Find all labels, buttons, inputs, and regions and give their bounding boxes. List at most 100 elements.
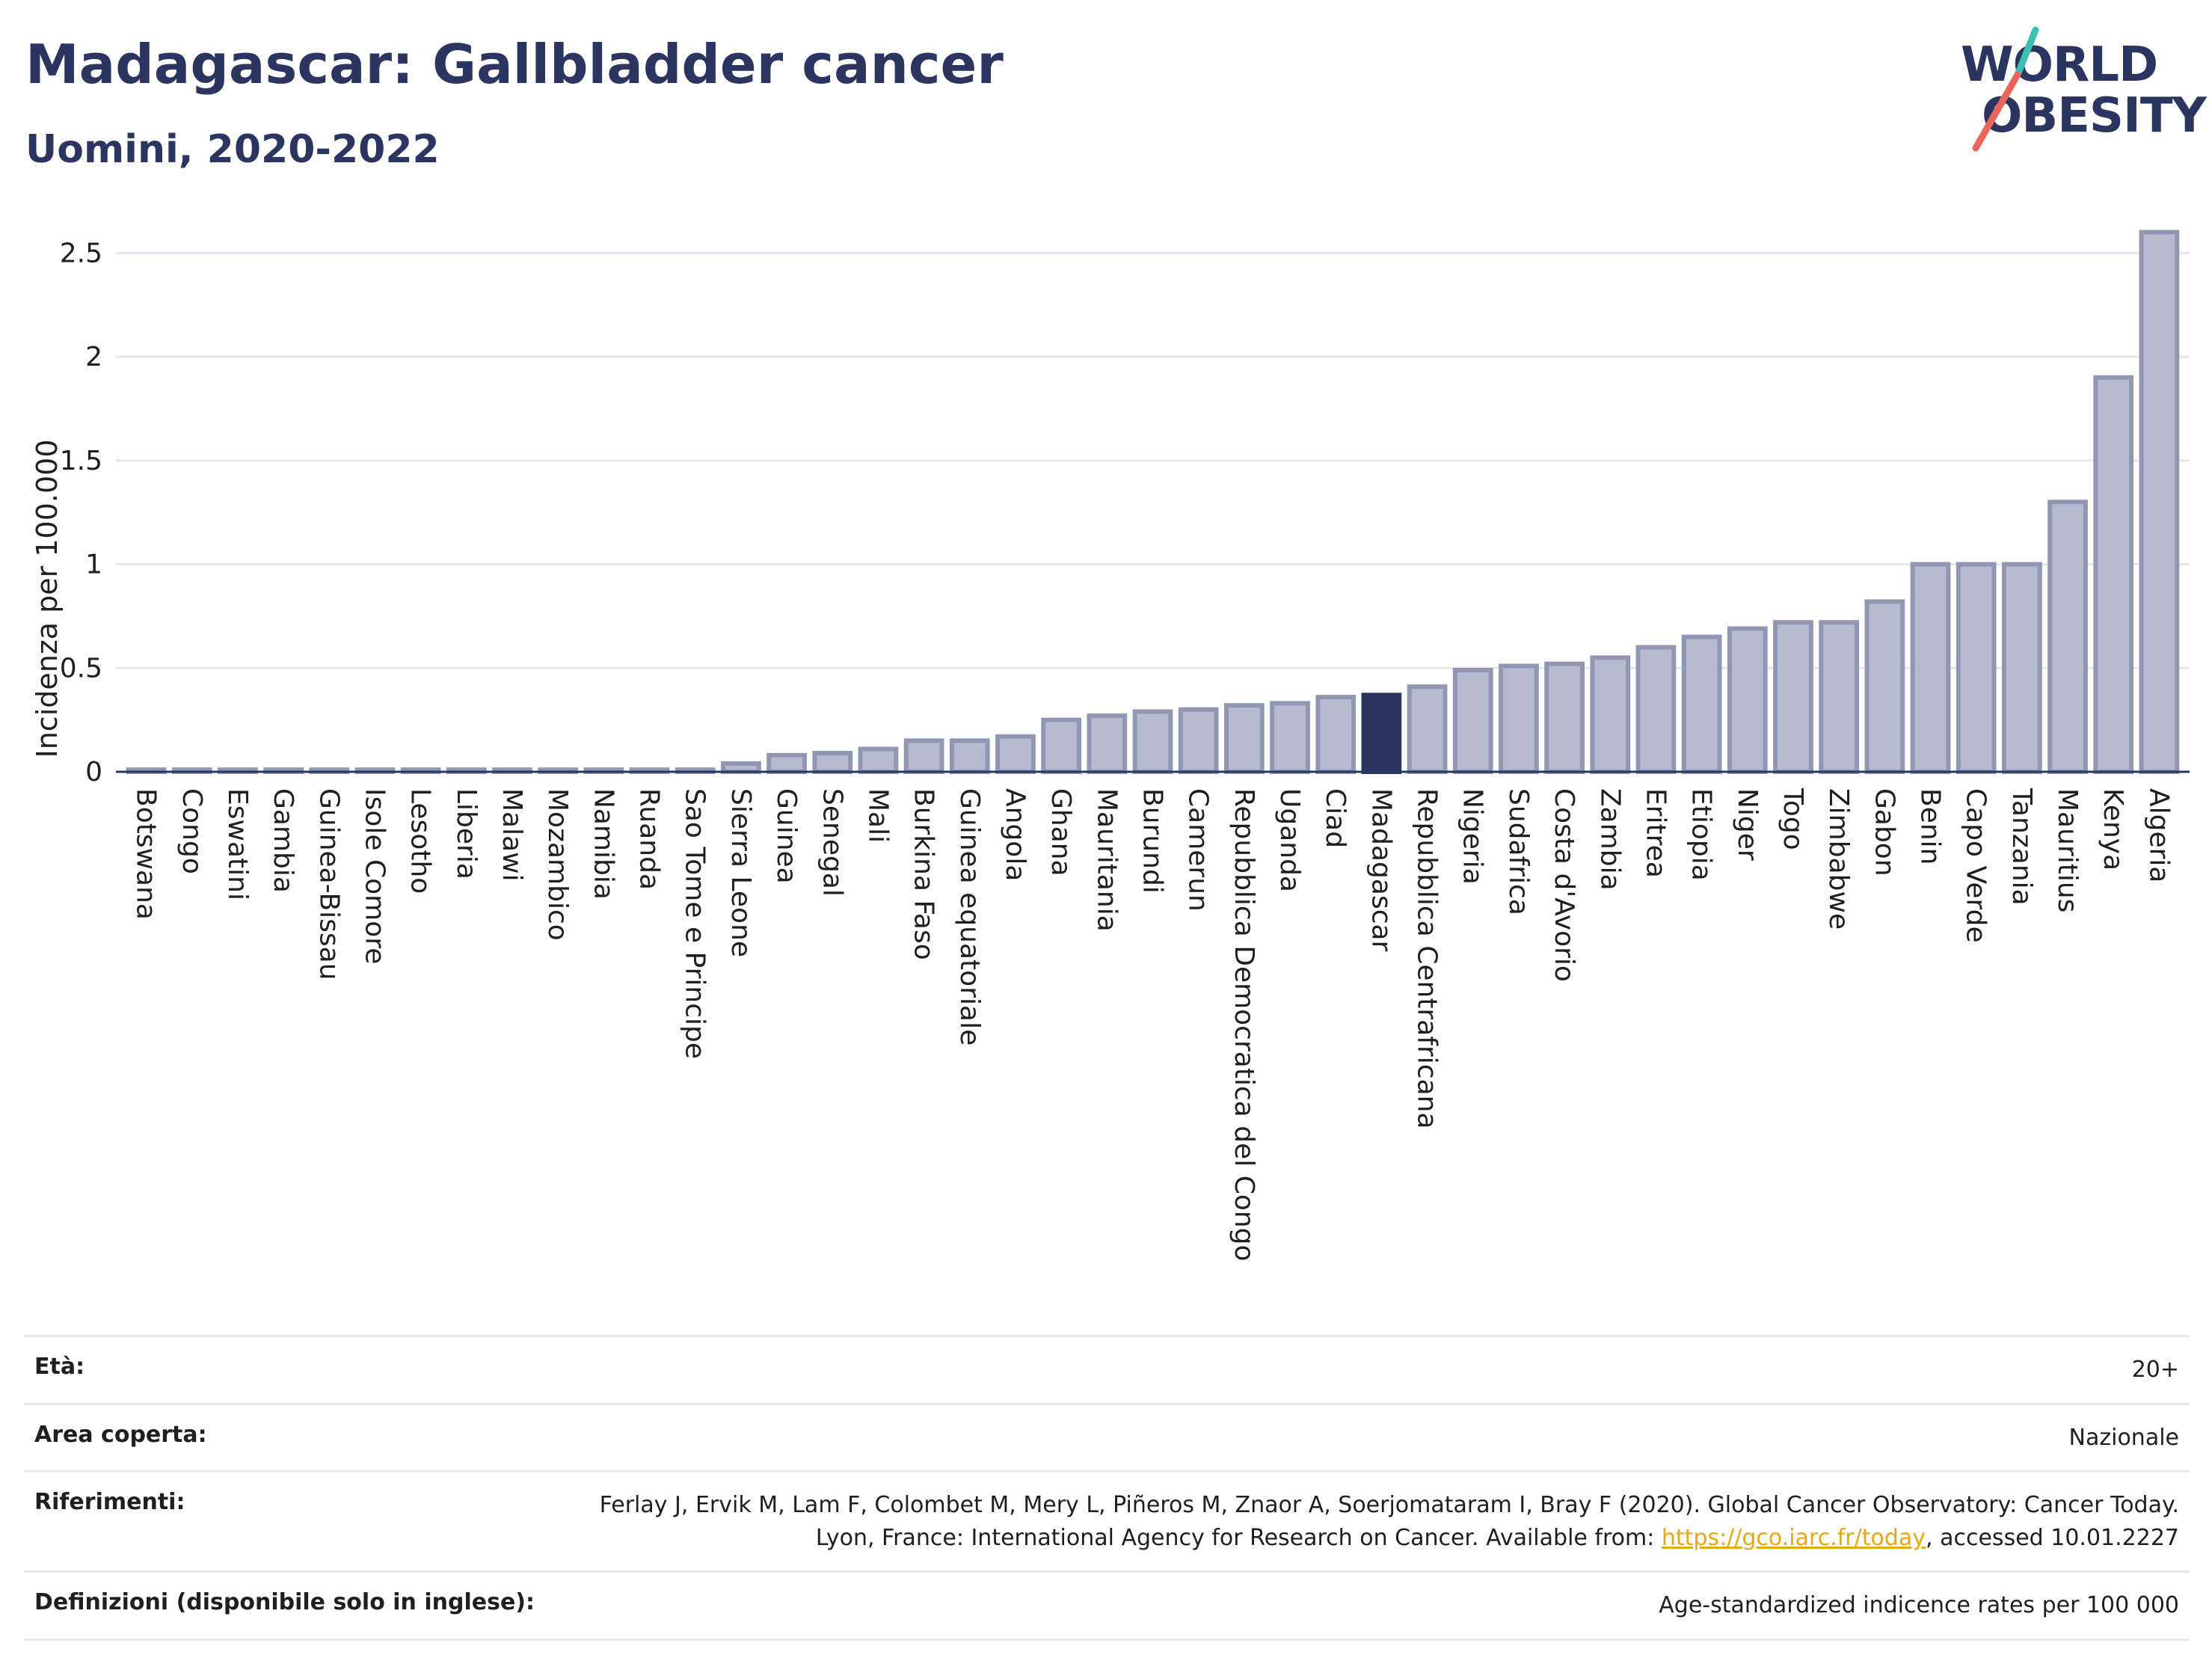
- bar-repubblica-democratica-del-congo: [1223, 703, 1265, 775]
- bar-angola: [995, 734, 1036, 775]
- bar-algeria: [2139, 230, 2180, 774]
- definitions-value: Age-standardized indicence rates per 100…: [1659, 1592, 2179, 1618]
- bar-benin: [1910, 562, 1951, 774]
- x-tick-label: Costa d'Avorio: [1549, 788, 1579, 982]
- x-tick-label: Isole Comore: [359, 788, 390, 964]
- x-tick-label: Benin: [1915, 788, 1946, 865]
- x-tick-label: Liberia: [451, 788, 482, 879]
- x-tick-label: Senegal: [817, 788, 847, 897]
- x-tick-label: Capo Verde: [1961, 788, 1991, 943]
- x-tick-label: Burundi: [1137, 788, 1168, 894]
- chart-subtitle: Uomini, 2020-2022: [25, 127, 440, 172]
- meta-row-area: Area coperta: Nazionale: [24, 1402, 2190, 1471]
- references-text: Ferlay J, Ervik M, Lam F, Colombet M, Me…: [599, 1492, 2179, 1551]
- bar-niger: [1727, 626, 1768, 775]
- x-tick-label: Sierra Leone: [725, 788, 756, 957]
- bar-kenya: [2093, 375, 2134, 774]
- x-tick-label: Sao Tome e Principe: [680, 788, 710, 1059]
- references-accessed: , accessed 10.01.2227: [1926, 1524, 2179, 1551]
- bar-senegal: [812, 751, 853, 775]
- bar-togo: [1773, 620, 1813, 775]
- x-tick-label: Tanzania: [2006, 787, 2037, 906]
- bar-camerun: [1178, 707, 1219, 774]
- bar-guinea: [766, 752, 807, 774]
- x-tick-label: Camerun: [1183, 788, 1214, 912]
- metadata-table: Età: 20+ Area coperta: Nazionale Riferim…: [24, 1335, 2190, 1641]
- definitions-label: Definizioni (disponibile solo in inglese…: [34, 1589, 535, 1615]
- bar-uganda: [1270, 701, 1310, 774]
- area-label: Area coperta:: [34, 1421, 207, 1448]
- x-tick-label: Uganda: [1274, 788, 1305, 892]
- x-tick-label: Algeria: [2143, 788, 2174, 883]
- y-tick-label: 1: [85, 550, 102, 580]
- x-tick-label: Guinea: [771, 788, 802, 884]
- bar-burkina-faso: [903, 738, 944, 774]
- bar-guinea-equatoriale: [949, 738, 990, 774]
- x-tick-label: Mali: [862, 788, 893, 843]
- bar-nigeria: [1452, 668, 1493, 775]
- bar-mauritius: [2047, 500, 2088, 774]
- x-tick-label: Lesotho: [405, 788, 436, 894]
- bar-repubblica-centrafricana: [1407, 684, 1448, 774]
- x-tick-label: Zambia: [1594, 788, 1625, 891]
- x-tick-label: Malawi: [497, 788, 527, 882]
- x-tick-label: Namibia: [588, 788, 618, 900]
- logo-line-1: WORLD: [1961, 37, 2158, 93]
- bar-madagascar: [1361, 693, 1402, 775]
- x-tick-label: Ruanda: [634, 788, 665, 890]
- references-value: Ferlay J, Ervik M, Lam F, Colombet M, Me…: [571, 1489, 2179, 1554]
- x-tick-label: Eritrea: [1640, 788, 1671, 878]
- meta-row-references: Riferimenti: Ferlay J, Ervik M, Lam F, C…: [24, 1470, 2190, 1570]
- meta-row-definitions: Definizioni (disponibile solo in inglese…: [24, 1570, 2190, 1641]
- x-tick-label: Zimbabwe: [1823, 788, 1854, 930]
- logo-slash-icon: [1972, 26, 2039, 152]
- bar-burundi: [1132, 709, 1173, 775]
- x-tick-label: Ciad: [1320, 788, 1351, 848]
- x-tick-label: Gambia: [268, 788, 298, 893]
- x-tick-label: Repubblica Centrafricana: [1412, 788, 1443, 1129]
- world-obesity-logo: WORLD OBESITY: [1944, 15, 2207, 165]
- x-tick-label: Etiopia: [1686, 788, 1717, 881]
- bar-sudafrica: [1499, 663, 1539, 774]
- x-tick-label: Nigeria: [1457, 788, 1488, 885]
- y-tick-label: 0.5: [60, 653, 102, 684]
- x-tick-label: Botswana: [131, 788, 162, 920]
- x-tick-label: Guinea equatoriale: [954, 788, 985, 1045]
- bar-chart: 0 0.5 1 1.5 2 2.5 Incidenza per 100.000 Botswan…: [31, 230, 2190, 1262]
- x-tick-label: Gabon: [1869, 788, 1899, 876]
- x-tick-label: Eswatini: [222, 788, 253, 900]
- x-tick-label: Mauritius: [2052, 788, 2083, 912]
- age-label: Età:: [34, 1354, 85, 1380]
- x-tick-label: Madagascar: [1365, 788, 1396, 952]
- x-tick-label: Ghana: [1045, 788, 1076, 876]
- y-tick-label: 2: [85, 342, 102, 372]
- bar-gabon: [1864, 599, 1905, 775]
- bar-etiopia: [1681, 634, 1722, 774]
- bar-mauritania: [1087, 713, 1128, 775]
- chart-title: Madagascar: Gallbladder cancer: [25, 33, 1004, 96]
- bar-zimbabwe: [1819, 620, 1860, 775]
- x-tick-label: Repubblica Democratica del Congo: [1229, 788, 1259, 1262]
- y-axis-label: Incidenza per 100.000: [31, 440, 64, 758]
- bar-costa-d-avorio: [1544, 661, 1585, 775]
- meta-row-age: Età: 20+: [24, 1335, 2190, 1403]
- x-tick-label: Mauritania: [1091, 788, 1122, 932]
- y-tick-label: 1.5: [60, 446, 102, 476]
- x-tick-label: Mozambico: [542, 788, 573, 941]
- x-tick-label: Niger: [1732, 788, 1763, 861]
- x-tick-label: Congo: [176, 788, 207, 874]
- bar-ghana: [1041, 717, 1082, 774]
- x-tick-label: Guinea-Bissau: [313, 788, 344, 980]
- bar-capo-verde: [1956, 562, 1997, 774]
- tick-labels: 0 0.5 1 1.5 2 2.5 Incidenza per 100.000 Botswan…: [31, 238, 2174, 1261]
- bar-tanzania: [2002, 562, 2042, 774]
- bar-ciad: [1315, 695, 1357, 774]
- x-tick-label: Kenya: [2098, 788, 2128, 871]
- x-tick-label: Angola: [1000, 788, 1030, 881]
- logo-line-2: OBESITY: [1982, 88, 2207, 144]
- bar-mali: [858, 746, 899, 774]
- bar-sierra-leone: [721, 761, 761, 775]
- area-value: Nazionale: [2068, 1424, 2179, 1451]
- age-value: 20+: [2131, 1357, 2179, 1383]
- references-link[interactable]: https://gco.iarc.fr/today: [1661, 1524, 1926, 1551]
